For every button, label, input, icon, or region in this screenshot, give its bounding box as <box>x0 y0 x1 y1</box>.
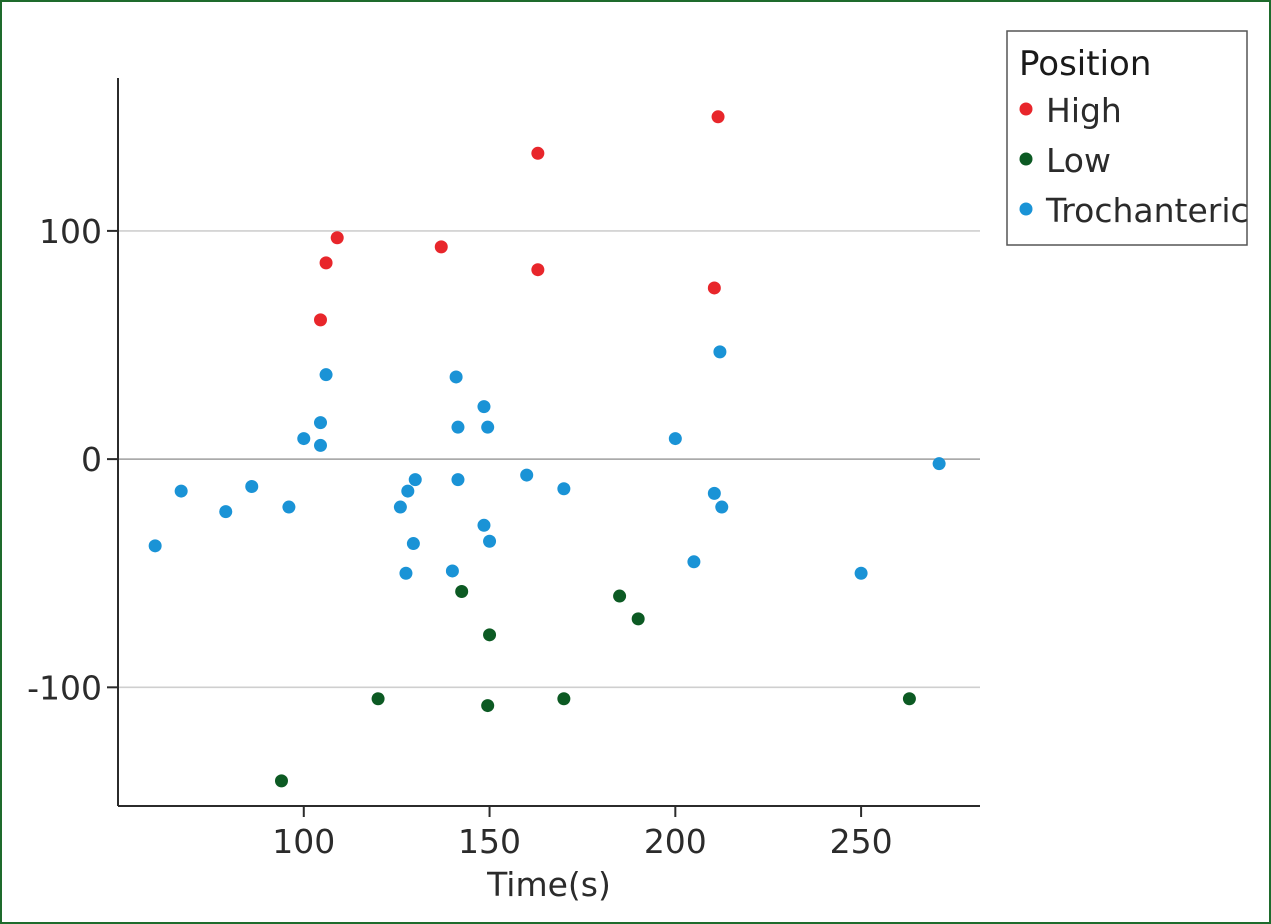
point-trochanteric <box>219 505 233 519</box>
x-tick-label: 200 <box>644 822 707 861</box>
point-trochanteric <box>520 468 534 482</box>
point-trochanteric <box>707 486 721 500</box>
point-trochanteric <box>313 416 327 430</box>
point-trochanteric <box>477 400 491 414</box>
point-trochanteric <box>451 420 465 434</box>
legend: Position High Low Trochanteric <box>1006 30 1249 246</box>
point-trochanteric <box>483 534 497 548</box>
point-trochanteric <box>715 500 729 514</box>
point-trochanteric <box>713 345 727 359</box>
point-high <box>330 231 344 245</box>
point-high <box>531 263 545 277</box>
point-trochanteric <box>174 484 188 498</box>
y-tick-label: 100 <box>39 212 102 251</box>
point-trochanteric <box>687 555 701 569</box>
x-tick-label: 100 <box>272 822 335 861</box>
point-high <box>434 240 448 254</box>
x-axis-title: Time(s) <box>486 865 611 904</box>
point-trochanteric <box>313 438 327 452</box>
axes <box>117 78 980 807</box>
point-trochanteric <box>393 500 407 514</box>
point-low <box>483 628 497 642</box>
point-trochanteric <box>932 457 946 471</box>
point-trochanteric <box>406 537 420 551</box>
legend-marker-trochanteric <box>1019 202 1033 216</box>
grid-lines <box>118 230 980 689</box>
point-low <box>631 612 645 626</box>
point-trochanteric <box>445 564 459 578</box>
point-trochanteric <box>481 420 495 434</box>
point-trochanteric <box>319 368 333 382</box>
point-trochanteric <box>399 566 413 580</box>
x-ticks: 100 150 200 250 <box>272 806 893 861</box>
x-tick-label: 250 <box>830 822 893 861</box>
point-low <box>481 699 495 713</box>
point-trochanteric <box>408 473 422 487</box>
point-trochanteric <box>245 480 259 494</box>
y-ticks: -100 0 100 <box>27 212 118 707</box>
point-trochanteric <box>451 473 465 487</box>
data-points <box>148 110 946 788</box>
point-trochanteric <box>148 539 162 553</box>
x-tick-label: 150 <box>458 822 521 861</box>
point-low <box>557 692 571 706</box>
y-tick-label: 0 <box>81 440 102 479</box>
point-high <box>319 256 333 270</box>
point-trochanteric <box>557 482 571 496</box>
point-low <box>902 692 916 706</box>
point-trochanteric <box>854 566 868 580</box>
legend-label-high: High <box>1046 91 1122 130</box>
legend-box <box>1006 30 1248 246</box>
point-high <box>313 313 327 327</box>
legend-label-low: Low <box>1046 141 1111 180</box>
y-tick-label: -100 <box>27 668 102 707</box>
point-high <box>531 146 545 160</box>
legend-title: Position <box>1019 44 1151 84</box>
point-trochanteric <box>282 500 296 514</box>
point-trochanteric <box>401 484 415 498</box>
legend-marker-high <box>1019 102 1033 116</box>
point-low <box>274 774 288 788</box>
legend-marker-low <box>1019 152 1033 166</box>
legend-items: High Low Trochanteric <box>1019 91 1249 230</box>
legend-label-trochanteric: Trochanteric <box>1045 191 1249 230</box>
point-low <box>371 692 385 706</box>
point-trochanteric <box>477 518 491 532</box>
point-trochanteric <box>668 432 682 446</box>
point-trochanteric <box>449 370 463 384</box>
point-high <box>711 110 725 124</box>
point-high <box>707 281 721 295</box>
point-low <box>613 589 627 603</box>
point-trochanteric <box>297 432 311 446</box>
point-low <box>455 584 469 598</box>
